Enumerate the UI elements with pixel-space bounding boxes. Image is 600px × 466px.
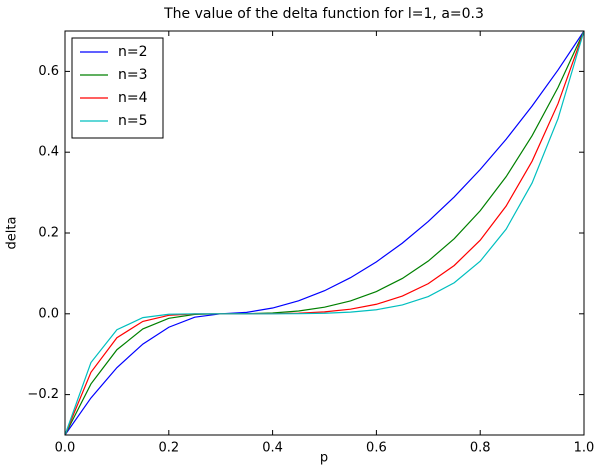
x-tick-label: 0.8 [470, 441, 491, 456]
y-axis-label: delta [5, 217, 20, 250]
legend-label: n=3 [118, 67, 148, 83]
x-tick-label: 0.2 [158, 441, 179, 456]
y-tick-label: 0.2 [38, 226, 59, 241]
y-tick-label: −0.2 [27, 387, 59, 402]
y-tick-label: 0.4 [38, 145, 59, 160]
x-tick-label: 0.0 [55, 441, 76, 456]
data-line [64, 30, 585, 436]
data-line [64, 30, 585, 436]
x-axis-label: p [320, 451, 328, 466]
legend-label: n=5 [118, 113, 148, 129]
legend-label: n=2 [118, 44, 148, 60]
x-tick-label: 1.0 [574, 441, 595, 456]
data-line [64, 30, 585, 436]
chart-title: The value of the delta function for l=1,… [163, 6, 484, 22]
data-line [64, 30, 585, 436]
y-tick-label: 0.0 [38, 306, 59, 321]
legend-label: n=4 [118, 90, 148, 106]
x-tick-label: 0.6 [366, 441, 387, 456]
x-tick-label: 0.4 [262, 441, 283, 456]
y-tick-label: 0.6 [38, 64, 59, 79]
